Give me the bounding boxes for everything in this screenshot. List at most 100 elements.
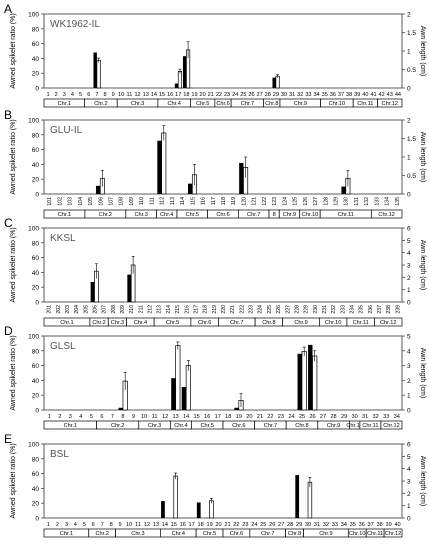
x-tick-label-a: 42 bbox=[379, 92, 385, 98]
x-tick-label-d: 15 bbox=[194, 414, 200, 420]
x-tick-label-a: 27 bbox=[256, 92, 262, 98]
x-tick-label-b: 119 bbox=[231, 197, 237, 205]
plot-frame-e bbox=[43, 443, 403, 519]
y-axis-title-d: Awned spikelet ratio (%) bbox=[10, 335, 17, 410]
chromosome-label-c: Chr.2 bbox=[92, 320, 105, 326]
x-tick-label-b: 124 bbox=[282, 197, 288, 206]
y-tick-label-e: 40 bbox=[32, 486, 40, 493]
chromosome-label-a: Chr.5 bbox=[196, 101, 209, 107]
x-tick-label-e: 1 bbox=[47, 522, 50, 528]
x-tick-label-e: 21 bbox=[224, 522, 230, 528]
y2-axis-title-b: Awn length (cm) bbox=[419, 132, 426, 182]
y-tick-label-d: 80 bbox=[32, 348, 40, 355]
bar-awn-length-d bbox=[312, 355, 318, 411]
panel-letter-d: D bbox=[4, 324, 13, 338]
panel-letter-a: A bbox=[4, 2, 12, 16]
x-tick-label-e: 35 bbox=[350, 522, 356, 528]
x-tick-label-b: 131 bbox=[354, 197, 360, 206]
bar-awn-length-d bbox=[301, 351, 307, 411]
x-tick-label-b: 109 bbox=[129, 197, 135, 206]
bar-awned-ratio-b bbox=[188, 183, 193, 194]
y2-tick-label-e: 3 bbox=[407, 479, 411, 486]
chromosome-label-c: Chr.7 bbox=[230, 320, 243, 326]
x-tick-label-b: 120 bbox=[241, 197, 247, 206]
chromosome-label-a: Chr.2 bbox=[94, 101, 107, 107]
x-tick-label-a: 12 bbox=[134, 92, 140, 98]
chromosome-label-b: Chr.6 bbox=[216, 212, 229, 218]
x-tick-label-a: 19 bbox=[191, 92, 197, 98]
bar-awn-length-d bbox=[185, 365, 191, 411]
x-tick-label-d: 33 bbox=[383, 414, 389, 420]
x-tick-label-e: 5 bbox=[83, 522, 86, 528]
y-tick-label-a: 60 bbox=[32, 41, 40, 48]
y2-axis-title-c: Awn length (cm) bbox=[419, 240, 426, 290]
chromosome-box-e bbox=[383, 528, 403, 538]
x-tick-label-b: 106 bbox=[98, 197, 104, 206]
panel-title-d: GLSL bbox=[50, 341, 76, 352]
x-tick-label-a: 18 bbox=[183, 92, 189, 98]
y-tick-label-d: 0 bbox=[35, 408, 39, 415]
x-tick-label-b: 108 bbox=[119, 197, 125, 206]
bar-awn-length-e bbox=[173, 475, 178, 519]
x-tick-label-d: 32 bbox=[373, 414, 379, 420]
x-tick-label-d: 3 bbox=[69, 414, 72, 420]
bar-awn-length-a bbox=[275, 75, 280, 89]
x-tick-label-e: 34 bbox=[341, 522, 347, 528]
y2-tick-label-e: 1 bbox=[407, 503, 411, 510]
x-tick-label-a: 34 bbox=[313, 92, 319, 98]
y2-tick-label-a: 0.5 bbox=[407, 67, 416, 74]
x-tick-label-a: 44 bbox=[395, 92, 401, 98]
y2-tick-label-d: 0 bbox=[407, 408, 411, 415]
y-axis-title-e: Awned spikelet ratio (%) bbox=[10, 443, 17, 518]
chromosome-label-a: Chr.7 bbox=[241, 101, 254, 107]
y-axis-title-a: Awned spikelet ratio (%) bbox=[10, 13, 17, 88]
y2-tick-label-d: 1 bbox=[407, 393, 411, 400]
chromosome-label-b: Chr.10 bbox=[302, 212, 318, 218]
panel-title-a: WK1962-IL bbox=[50, 19, 100, 30]
x-tick-label-d: 1 bbox=[48, 414, 51, 420]
bar-awned-ratio-d bbox=[118, 407, 123, 410]
bar-awned-ratio-d bbox=[181, 387, 187, 410]
x-tick-label-d: 14 bbox=[183, 414, 189, 420]
x-tick-label-a: 41 bbox=[370, 92, 376, 98]
x-tick-label-e: 8 bbox=[110, 522, 113, 528]
x-tick-label-a: 43 bbox=[387, 92, 393, 98]
x-tick-label-e: 40 bbox=[394, 522, 400, 528]
chromosome-label-b: Chr.5 bbox=[186, 212, 199, 218]
x-tick-label-b: 110 bbox=[139, 197, 145, 205]
x-tick-label-a: 17 bbox=[175, 92, 181, 98]
chromosome-label-e: Chr.1 bbox=[60, 531, 73, 537]
y-tick-label-a: 40 bbox=[32, 56, 40, 63]
x-tick-label-e: 31 bbox=[314, 522, 320, 528]
chromosome-label-e: Chr.5 bbox=[203, 531, 216, 537]
y2-tick-label-e: 5 bbox=[407, 454, 411, 461]
bar-awned-ratio-a bbox=[93, 52, 97, 88]
plot-frame-d bbox=[43, 335, 403, 411]
y-tick-label-a: 100 bbox=[28, 12, 39, 19]
x-tick-label-d: 19 bbox=[236, 414, 242, 420]
x-tick-label-d: 21 bbox=[257, 414, 263, 420]
y2-tick-label-c: 3 bbox=[407, 263, 411, 270]
x-tick-label-e: 9 bbox=[119, 522, 122, 528]
chromosome-label-c: Chr.1 bbox=[60, 320, 73, 326]
chromosome-label-a: Chr.4 bbox=[167, 101, 180, 107]
x-tick-label-b: 123 bbox=[272, 197, 278, 206]
x-tick-label-c: 233 bbox=[340, 305, 346, 314]
bar-awn-length-b bbox=[161, 132, 167, 195]
x-tick-label-a: 38 bbox=[346, 92, 352, 98]
chromosome-label-d: Chr.5 bbox=[201, 423, 214, 429]
x-tick-label-e: 32 bbox=[323, 522, 329, 528]
y-tick-label-c: 60 bbox=[32, 255, 40, 262]
x-tick-label-a: 24 bbox=[232, 92, 238, 98]
y-tick-label-c: 40 bbox=[32, 270, 40, 277]
x-tick-label-b: 133 bbox=[374, 197, 380, 206]
bar-awned-ratio-b bbox=[239, 162, 244, 194]
chromosome-label-a: Chr.10 bbox=[329, 101, 345, 107]
x-tick-label-a: 13 bbox=[143, 92, 149, 98]
chromosome-label-b: 8 bbox=[273, 212, 276, 218]
x-tick-label-b: 125 bbox=[293, 197, 299, 206]
x-tick-label-c: 216 bbox=[184, 305, 190, 314]
x-tick-label-c: 239 bbox=[395, 305, 401, 314]
x-tick-label-a: 9 bbox=[112, 92, 115, 98]
